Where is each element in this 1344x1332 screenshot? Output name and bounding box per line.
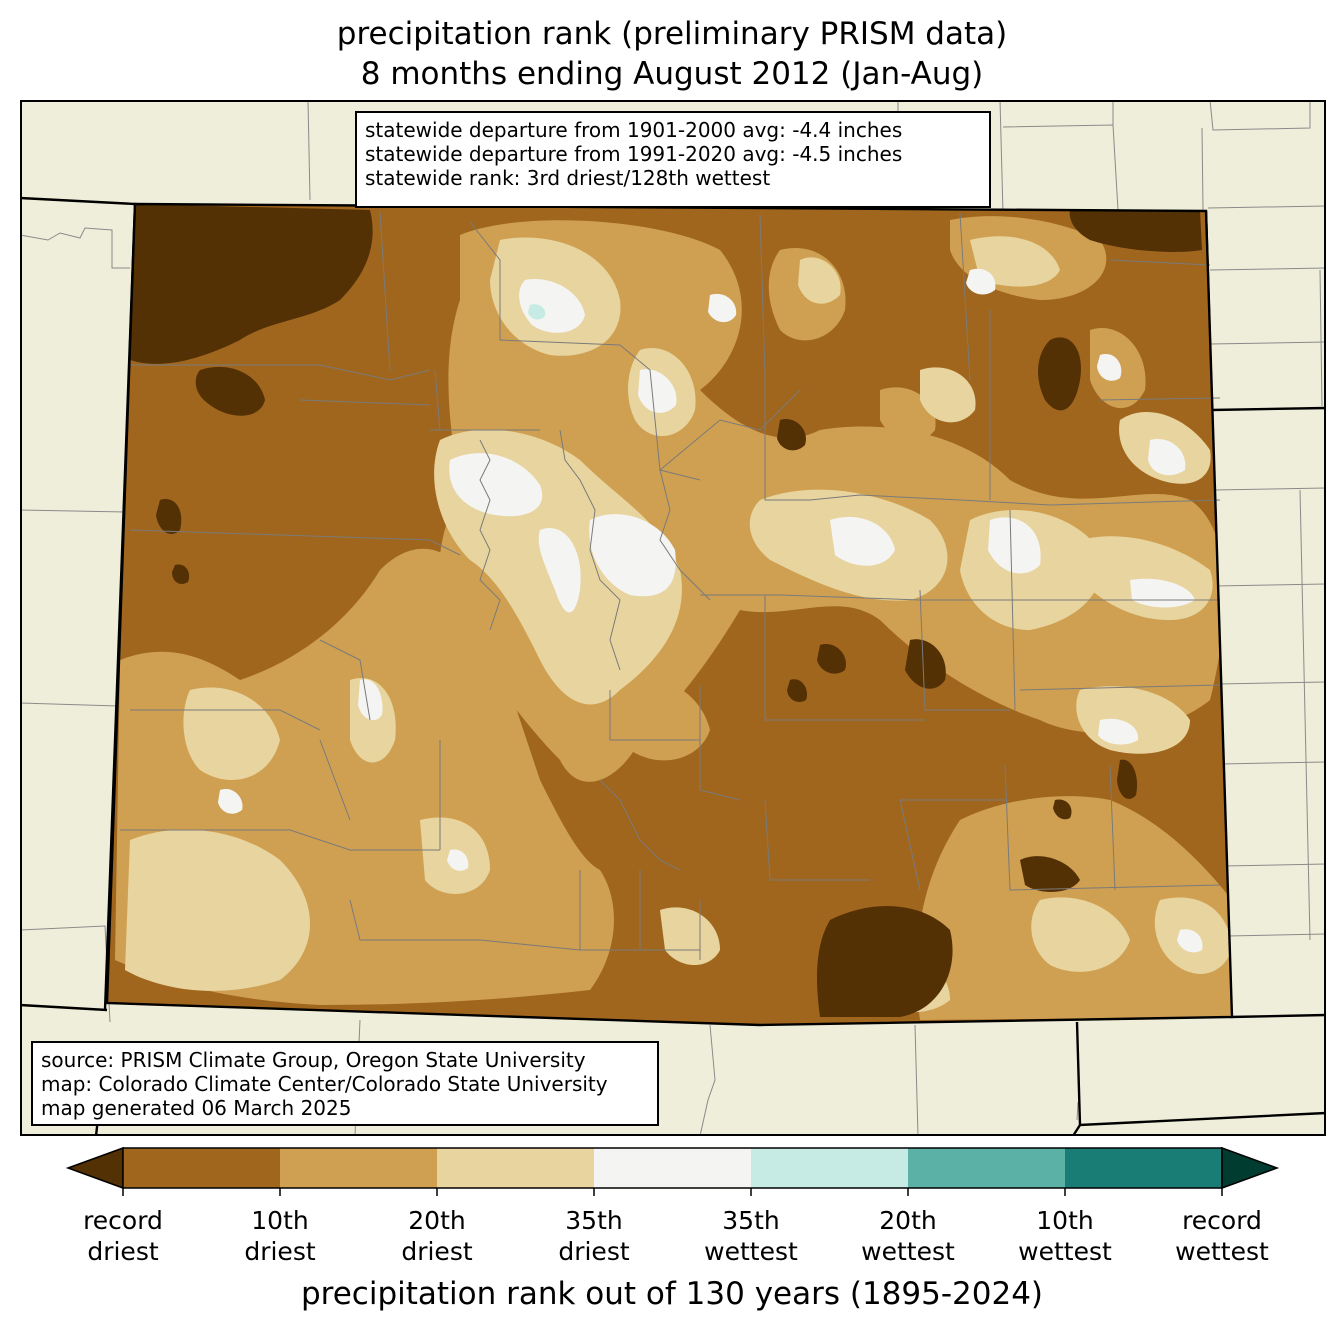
statewide-stats-box: statewide departure from 1901-2000 avg: … [355, 111, 991, 208]
colorbar-label-bottom: wettest [861, 1237, 955, 1266]
colorbar-segment-record-wettest [1221, 1146, 1280, 1190]
rank-area-near-normal [218, 268, 1203, 993]
colorbar-label-record-driest: record driest [43, 1205, 203, 1267]
colorbar-label-bottom: wettest [704, 1237, 798, 1266]
colorbar-label-bottom: driest [401, 1237, 473, 1266]
precipitation-rank-field [107, 204, 1232, 1025]
colorbar-segment-10th-wettest [1065, 1148, 1222, 1188]
colorbar-ticks [122, 1188, 1223, 1196]
colorado-border [105, 202, 1234, 1027]
source-line-prism: source: PRISM Climate Group, Oregon Stat… [41, 1048, 586, 1072]
colorbar-label-bottom: wettest [1175, 1237, 1269, 1266]
colorbar-label-top: 20th [408, 1206, 466, 1235]
colorbar-title: precipitation rank out of 130 years (189… [300, 1276, 1044, 1312]
neighbor-county-lines [20, 100, 1326, 1136]
colorbar-label-bottom: driest [558, 1237, 630, 1266]
colorbar-segment-record-driest [65, 1146, 124, 1190]
colorbar-label-35th-wettest: 35th wettest [671, 1205, 831, 1267]
colorbar-label-10th-driest: 10th driest [200, 1205, 360, 1267]
stats-departure-1991-2020: statewide departure from 1991-2020 avg: … [365, 142, 903, 166]
colorbar-label-top: 35th [565, 1206, 623, 1235]
colorbar-label-top: record [1182, 1206, 1262, 1235]
stats-statewide-rank: statewide rank: 3rd driest/128th wettest [365, 166, 771, 190]
colorbar [65, 1146, 1280, 1196]
colorbar-segment-near-normal [594, 1148, 751, 1188]
colorbar-label-35th-driest: 35th driest [514, 1205, 674, 1267]
stats-departure-1901-2000: statewide departure from 1901-2000 avg: … [365, 118, 903, 142]
colorbar-label-bottom: driest [244, 1237, 316, 1266]
colorbar-label-top: record [83, 1206, 163, 1235]
map-title-line-2: 8 months ending August 2012 (Jan-Aug) [360, 56, 984, 92]
colorbar-label-record-wettest: record wettest [1142, 1205, 1302, 1267]
colorbar-segment-10th-driest [123, 1148, 280, 1188]
source-line-generated-date: map generated 06 March 2025 [41, 1096, 352, 1120]
colorbar-label-10th-wettest: 10th wettest [985, 1205, 1145, 1267]
rank-area-35th-wettest [528, 304, 546, 320]
map-title-line-1: precipitation rank (preliminary PRISM da… [336, 16, 1008, 52]
colorbar-label-top: 20th [879, 1206, 937, 1235]
source-box: source: PRISM Climate Group, Oregon Stat… [31, 1041, 659, 1126]
colorbar-label-bottom: driest [87, 1237, 159, 1266]
colorbar-outline [122, 1147, 1223, 1189]
colorbar-segment-35th-driest [437, 1148, 594, 1188]
county-lines [120, 211, 1221, 960]
map-frame [20, 100, 1326, 1136]
colorbar-label-bottom: wettest [1018, 1237, 1112, 1266]
colorbar-segment-20th-driest [280, 1148, 437, 1188]
colorbar-label-20th-driest: 20th driest [357, 1205, 517, 1267]
colorbar-label-20th-wettest: 20th wettest [828, 1205, 988, 1267]
rank-area-record-driest [130, 204, 1202, 1017]
source-line-map-credit: map: Colorado Climate Center/Colorado St… [41, 1072, 608, 1096]
precipitation-rank-map [20, 100, 1326, 1136]
colorbar-label-top: 35th [722, 1206, 780, 1235]
colorbar-segment-20th-wettest [908, 1148, 1065, 1188]
colorbar-label-top: 10th [1036, 1206, 1094, 1235]
colorbar-segment-35th-wettest [751, 1148, 908, 1188]
colorbar-label-top: 10th [251, 1206, 309, 1235]
